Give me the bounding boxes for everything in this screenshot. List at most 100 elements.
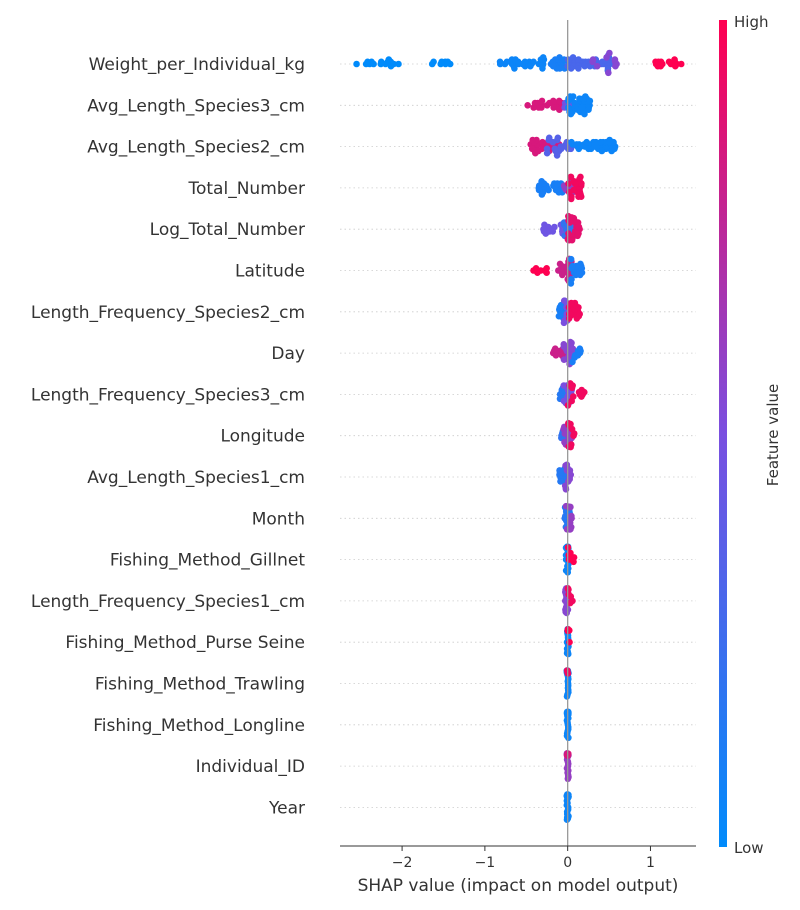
shap-point <box>613 60 620 68</box>
shap-point <box>569 54 577 61</box>
x-tick-label: 1 <box>646 855 655 871</box>
shap-point <box>534 269 541 277</box>
shap-point <box>577 173 584 181</box>
shap-point <box>582 93 589 100</box>
colorbar-gradient <box>719 20 727 847</box>
shap-point <box>569 393 577 400</box>
feature-label: Length_Frequency_Species1_cm <box>31 592 305 612</box>
shap-point <box>444 58 452 66</box>
feature-label: Total_Number <box>188 179 306 199</box>
shap-point <box>430 58 437 66</box>
feature-label: Fishing_Method_Purse Seine <box>65 633 305 653</box>
shap-point <box>565 315 573 322</box>
shap-point <box>585 106 592 113</box>
shap-point <box>503 58 511 66</box>
shap-point <box>530 104 537 111</box>
shap-point <box>563 693 571 700</box>
shap-point <box>555 267 562 274</box>
feature-label: Log_Total_Number <box>150 220 305 240</box>
shap-point <box>565 180 572 187</box>
shap-point <box>390 60 398 68</box>
shap-point <box>606 49 613 57</box>
shap-point <box>554 180 561 187</box>
feature-label: Fishing_Method_Trawling <box>95 675 305 695</box>
shap-point <box>511 65 518 72</box>
shap-point <box>543 269 550 277</box>
shap-point <box>538 178 545 185</box>
shap-point <box>565 586 572 593</box>
shap-point <box>555 312 563 320</box>
feature-label: Avg_Length_Species1_cm <box>87 468 305 488</box>
shap-point <box>563 609 571 617</box>
shap-point <box>583 138 590 146</box>
shap-point <box>567 280 575 287</box>
shap-point <box>574 352 582 359</box>
shap-point <box>353 60 360 68</box>
x-axis: −2 −1 0 1 SHAP value (impact on model outpu… <box>340 845 696 896</box>
shap-point <box>578 104 585 111</box>
row-guides <box>340 63 696 808</box>
shap-point <box>577 260 584 268</box>
shap-point <box>539 54 547 61</box>
shap-point <box>575 65 582 72</box>
shap-point <box>556 106 563 113</box>
shap-point <box>566 526 574 533</box>
shap-point <box>567 503 574 511</box>
shap-point <box>585 145 592 153</box>
shap-point <box>534 99 542 107</box>
shap-point <box>576 345 584 353</box>
shap-point <box>556 260 564 268</box>
shap-point <box>568 214 575 221</box>
colorbar-low-label: Low <box>734 839 764 857</box>
shap-point <box>598 147 606 155</box>
x-ticks: −2 −1 0 1 <box>392 846 655 871</box>
shap-point <box>592 138 600 146</box>
shap-point <box>563 343 571 350</box>
shap-point <box>527 62 534 70</box>
shap-point <box>581 62 588 70</box>
feature-label: Longitude <box>220 427 305 447</box>
shap-point <box>554 134 562 142</box>
shap-point <box>655 58 662 66</box>
shap-point <box>569 345 577 353</box>
shap-point <box>608 147 615 155</box>
shap-point <box>586 97 594 105</box>
shap-point <box>555 189 563 196</box>
shap-point <box>563 751 571 759</box>
shap-point <box>543 149 551 157</box>
shap-point <box>512 56 519 63</box>
shap-point <box>605 69 612 77</box>
feature-label: Day <box>271 344 305 364</box>
shap-point <box>524 102 531 109</box>
shap-point <box>535 147 542 155</box>
shap-point <box>364 58 371 66</box>
shap-point <box>576 269 583 277</box>
shap-point <box>574 232 581 240</box>
colorbar-title: Feature value <box>764 384 782 486</box>
feature-label: Year <box>268 798 305 818</box>
shap-point <box>563 816 571 823</box>
shap-point <box>567 593 575 600</box>
shap-point <box>565 793 572 800</box>
colorbar-high-label: High <box>734 13 768 31</box>
shap-point <box>496 58 504 66</box>
shap-point <box>567 195 575 203</box>
shap-point <box>589 56 597 63</box>
shap-point <box>550 97 557 105</box>
shap-point <box>557 145 565 153</box>
x-tick-label: 0 <box>563 855 572 871</box>
shap-point <box>553 152 561 159</box>
shap-point <box>563 461 571 469</box>
shap-point <box>672 62 679 70</box>
shap-point <box>577 193 585 200</box>
shap-point <box>549 62 557 70</box>
shap-point <box>560 382 568 389</box>
feature-label: Fishing_Method_Gillnet <box>110 551 306 571</box>
shap-point <box>567 255 575 263</box>
feature-label: Individual_ID <box>196 757 305 777</box>
shap-point <box>569 358 576 366</box>
colorbar: High Low Feature value <box>719 13 782 857</box>
beeswarm-points <box>353 49 685 823</box>
shap-point <box>575 223 583 231</box>
shap-point <box>549 228 557 235</box>
